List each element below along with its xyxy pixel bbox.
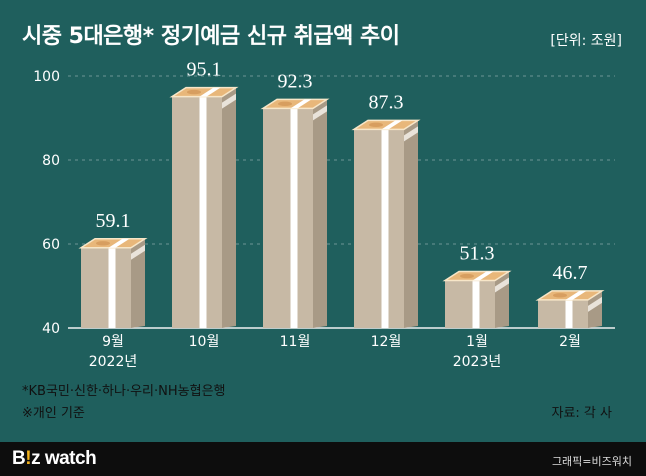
x-category-label: 11월 — [280, 334, 311, 350]
labels: 40 60 80 100 59.1 9월 2022년 95.1 10월 92.3 11월 87.3 12… — [33, 59, 587, 370]
bar-top-pattern — [553, 293, 567, 298]
bar-side-band — [222, 93, 236, 109]
bar-band — [381, 129, 389, 328]
bar-band — [108, 247, 116, 328]
x-category-label: 9월 — [102, 334, 124, 350]
bar-side — [222, 87, 236, 328]
bar-value-label: 46.7 — [553, 262, 588, 284]
bar-front — [445, 280, 495, 328]
money-bar — [442, 270, 512, 328]
bar-front — [538, 299, 588, 328]
money-bar — [351, 119, 421, 328]
x-category-label: 12월 — [371, 334, 402, 350]
y-tick-label: 60 — [42, 237, 60, 253]
bar-top-band — [381, 120, 403, 130]
bar-band — [472, 280, 480, 328]
bar-top-band — [108, 238, 130, 248]
bar-side — [404, 120, 418, 328]
money-bar — [169, 86, 239, 328]
bar-top-band — [199, 87, 221, 97]
bar-side-band — [404, 126, 418, 142]
footer-bar: B!z watch 그래픽=비즈워치 — [0, 442, 646, 476]
bar-top-band — [472, 271, 494, 281]
x-year-label: 2022년 — [89, 354, 138, 370]
bar-top-pattern — [369, 122, 383, 128]
bar-top-pattern — [278, 101, 292, 107]
x-category-label: 2월 — [559, 334, 581, 350]
bar-side-band — [495, 277, 509, 293]
bar-band — [290, 108, 298, 328]
bar-side — [131, 238, 145, 328]
x-category-label: 1월 — [466, 334, 488, 350]
bar-front — [263, 108, 313, 328]
bar-value-label: 92.3 — [278, 70, 313, 92]
gridlines — [68, 75, 615, 329]
bar-top-band — [565, 290, 587, 300]
bar-top-pattern — [96, 241, 110, 246]
unit-label: [단위: 조원] — [550, 33, 622, 49]
bar-top-pattern — [187, 89, 201, 95]
y-tick-label: 40 — [42, 321, 60, 337]
bank-footnote: *KB국민·신한·하나·우리·NH농협은행 — [22, 384, 226, 399]
source-note: 자료: 각 사 — [551, 406, 613, 421]
logo-letter-b: B — [12, 448, 26, 469]
bar-front — [172, 96, 222, 328]
x-year-label: 2023년 — [453, 354, 502, 370]
basis-footnote: ※개인 기준 — [22, 406, 85, 421]
bar-chart: 40 60 80 100 59.1 9월 2022년 95.1 10월 92.3 11월 87.3 12… — [33, 59, 615, 370]
y-tick-label: 80 — [42, 153, 60, 169]
bar-side-band — [588, 296, 602, 312]
bar-value-label: 51.3 — [460, 243, 495, 265]
bar-side — [313, 99, 327, 328]
bizwatch-logo[interactable]: B!z watch — [12, 448, 97, 470]
bar-value-label: 95.1 — [187, 59, 222, 81]
bar-band — [199, 96, 207, 328]
logo-exclamation: ! — [25, 448, 32, 469]
bar-front — [81, 247, 131, 328]
y-tick-label: 100 — [33, 69, 60, 85]
money-bar — [260, 98, 330, 328]
bars — [78, 86, 605, 328]
bar-side-band — [313, 105, 327, 121]
bar-side-band — [131, 244, 145, 260]
graphic-credit: 그래픽=비즈워치 — [551, 455, 632, 468]
money-bar — [535, 290, 605, 328]
bar-front — [354, 129, 404, 328]
logo-text: z watch — [31, 448, 97, 469]
x-category-label: 10월 — [189, 334, 220, 350]
bar-band — [565, 299, 573, 328]
bar-value-label: 59.1 — [96, 210, 131, 232]
chart-title: 시중 5대은행* 정기예금 신규 취급액 추이 — [22, 24, 400, 49]
bar-value-label: 87.3 — [369, 91, 404, 113]
bar-top-band — [290, 99, 312, 109]
money-bar — [78, 238, 148, 328]
bar-top-pattern — [460, 273, 474, 279]
